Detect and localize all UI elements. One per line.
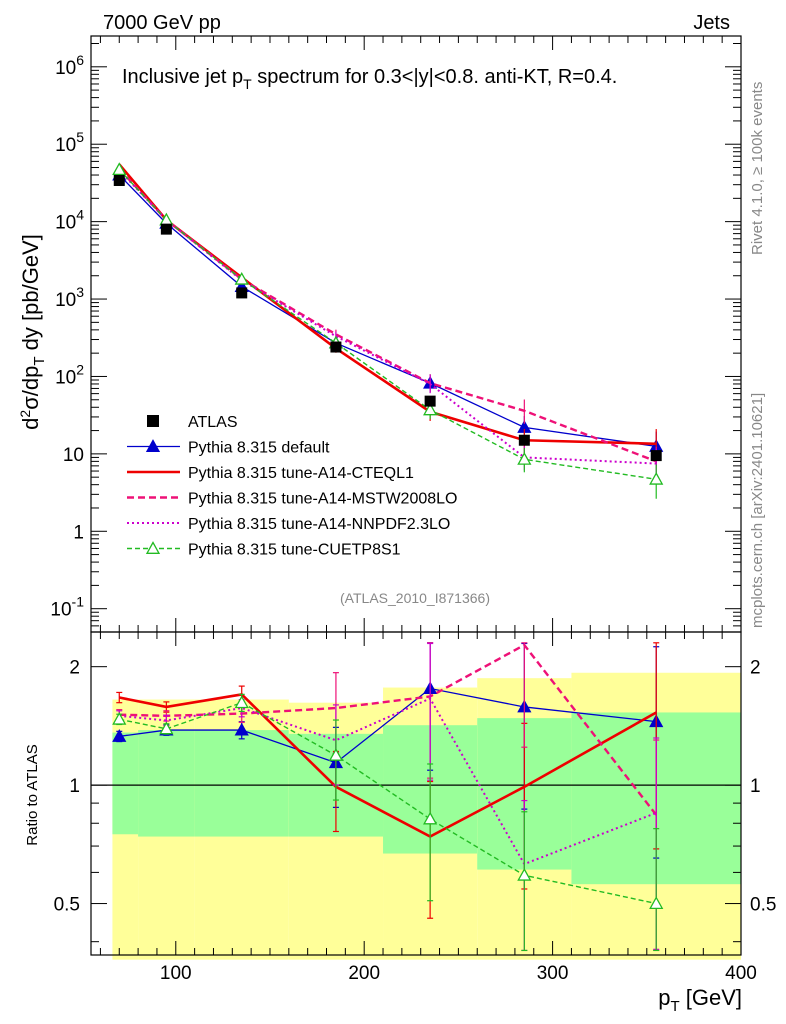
main-y-tick-label: 102	[55, 361, 84, 388]
ratio-panel: 100 200 300 400 0.5 0.5 1 1 2 2	[54, 631, 776, 984]
plot-title: Inclusive jet pT spectrum for 0.3<|y|<0.…	[122, 66, 617, 92]
atlas-data-point	[650, 450, 662, 462]
ratio-band-green	[138, 730, 195, 837]
legend-marker	[145, 541, 161, 554]
main-series-atlas	[113, 174, 662, 462]
legend-label: Pythia 8.315 default	[188, 440, 330, 457]
header-energy: 7000 GeV pp	[103, 12, 221, 34]
ratio-frame	[90, 631, 742, 956]
atlas-data-point	[113, 174, 125, 186]
side-rivet-label: Rivet 4.1.0, ≥ 100k events	[749, 82, 766, 255]
legend-label: Pythia 8.315 tune-A14-NNPDF2.3LO	[188, 516, 450, 533]
main-line-cuetp	[118, 169, 657, 480]
ratio-y-tick-label-right: 2	[750, 658, 761, 679]
ratio-y-tick-label-left: 2	[69, 658, 80, 679]
legend-marker	[147, 415, 159, 427]
main-y-tick-label: 103	[55, 284, 84, 311]
ratio-y-tick-label-left: 1	[69, 776, 80, 797]
ratio-point-cuetp	[423, 811, 438, 825]
ratio-y-tick-label-left: 0.5	[54, 895, 80, 916]
legend-item-default: Pythia 8.315 default	[127, 439, 330, 457]
ratio-series-cuetp	[112, 693, 664, 952]
side-mcplots-label: mcplots.cern.ch [arXiv:2401.10621]	[749, 393, 766, 628]
x-axis-label: pT [GeV]	[658, 985, 742, 1015]
atlas-data-point	[424, 395, 436, 407]
legend-item-cuetp: Pythia 8.315 tune-CUETP8S1	[127, 541, 401, 559]
ratio-y-tick-label-right: 1	[750, 776, 761, 797]
main-series-nnpdf	[118, 169, 657, 484]
main-y-tick-label: 1	[73, 522, 84, 543]
main-panel: 10-1 1 10 102 103 104 105 106	[50, 35, 742, 633]
main-series-mstw	[118, 168, 657, 481]
legend-item-mstw: Pythia 8.315 tune-A14-MSTW2008LO	[127, 491, 457, 508]
main-y-tick-label: 105	[55, 129, 84, 156]
ratio-ylabel: Ratio to ATLAS	[24, 744, 41, 845]
main-ylabel: d2σ/dpT dy [pb/GeV]	[17, 234, 48, 430]
legend-item-nnpdf: Pythia 8.315 tune-A14-NNPDF2.3LO	[127, 516, 450, 533]
ratio-y-tick-label-right: 0.5	[750, 895, 776, 916]
legend-label: Pythia 8.315 tune-A14-MSTW2008LO	[188, 491, 457, 508]
main-y-tick-label: 10-1	[50, 594, 84, 621]
legend-item-a14cteq: Pythia 8.315 tune-A14-CTEQL1	[127, 465, 414, 482]
atlas-data-point	[518, 434, 530, 446]
x-tick-label: 300	[537, 963, 569, 984]
main-line-default	[118, 174, 657, 448]
legend-label: ATLAS	[188, 414, 238, 431]
ratio-point-cuetp	[112, 711, 127, 725]
main-point-cuetp	[234, 271, 249, 285]
x-tick-label: 100	[160, 963, 192, 984]
ratio-point-cuetp	[328, 748, 344, 761]
atlas-data-point	[236, 287, 248, 299]
ratio-point-default	[112, 729, 127, 742]
legend-item-atlas: ATLAS	[147, 414, 238, 431]
main-line-a14cteq	[118, 163, 657, 446]
legend: ATLAS Pythia 8.315 default Pythia 8.315 tu…	[127, 414, 457, 559]
ratio-point-cuetp	[159, 721, 174, 735]
atlas-data-point	[330, 341, 342, 353]
x-tick-label: 200	[348, 963, 380, 984]
ratio-point-default	[234, 722, 249, 736]
atlas-data-point	[160, 223, 172, 235]
ratio-point-cuetp	[649, 896, 664, 910]
x-tick-label: 400	[725, 963, 757, 984]
ratio-band-green	[112, 732, 139, 835]
ratio-band-green	[194, 730, 289, 837]
main-point-cuetp	[112, 162, 127, 176]
main-y-tick-label: 104	[55, 207, 84, 234]
analysis-id: (ATLAS_2010_I871366)	[340, 590, 490, 606]
main-point-cuetp	[517, 451, 532, 465]
ratio-point-cuetp	[517, 867, 532, 881]
main-point-cuetp	[649, 471, 664, 485]
main-y-tick-label: 106	[55, 52, 84, 79]
ratio-point-cuetp	[234, 695, 249, 709]
legend-label: Pythia 8.315 tune-A14-CTEQL1	[188, 465, 414, 482]
legend-marker	[145, 439, 161, 452]
header-process: Jets	[693, 12, 730, 34]
main-y-tick-label: 10	[63, 445, 84, 466]
legend-label: Pythia 8.315 tune-CUETP8S1	[188, 542, 401, 559]
main-point-cuetp	[423, 402, 438, 416]
